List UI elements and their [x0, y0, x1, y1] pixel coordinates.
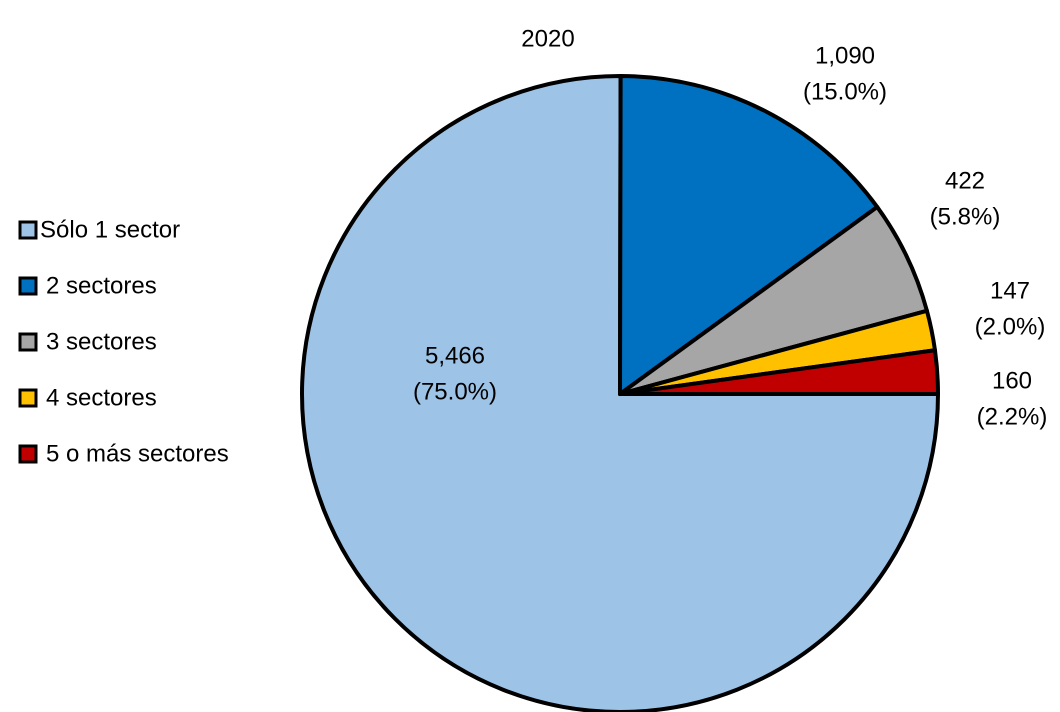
data-label: (5.8%): [930, 203, 1001, 230]
data-label: 147: [990, 277, 1030, 304]
data-label: 160: [992, 367, 1032, 394]
pie-slice: [300, 74, 940, 712]
data-label: (2.2%): [977, 403, 1048, 430]
legend-label: 3 sectores: [46, 328, 157, 355]
pie-slice: [618, 348, 940, 396]
legend-swatch: [18, 220, 38, 240]
data-label: 5,466: [425, 342, 485, 369]
legend-label: 2 sectores: [46, 272, 157, 299]
data-label: (15.0%): [803, 78, 887, 105]
data-label: (2.0%): [975, 313, 1046, 340]
data-label: 422: [945, 167, 985, 194]
chart-title: 2020: [521, 25, 574, 52]
legend-swatch: [18, 388, 38, 408]
data-label: (75.0%): [413, 378, 497, 405]
legend-swatch: [18, 332, 38, 352]
pie-slice: [618, 74, 880, 396]
legend-label: 5 o más sectores: [46, 440, 229, 467]
legend-swatch: [18, 444, 38, 464]
data-label: 1,090: [815, 42, 875, 69]
legend-label: Sólo 1 sector: [40, 216, 180, 243]
legend-swatch: [18, 276, 38, 296]
legend-label: 4 sectores: [46, 384, 157, 411]
